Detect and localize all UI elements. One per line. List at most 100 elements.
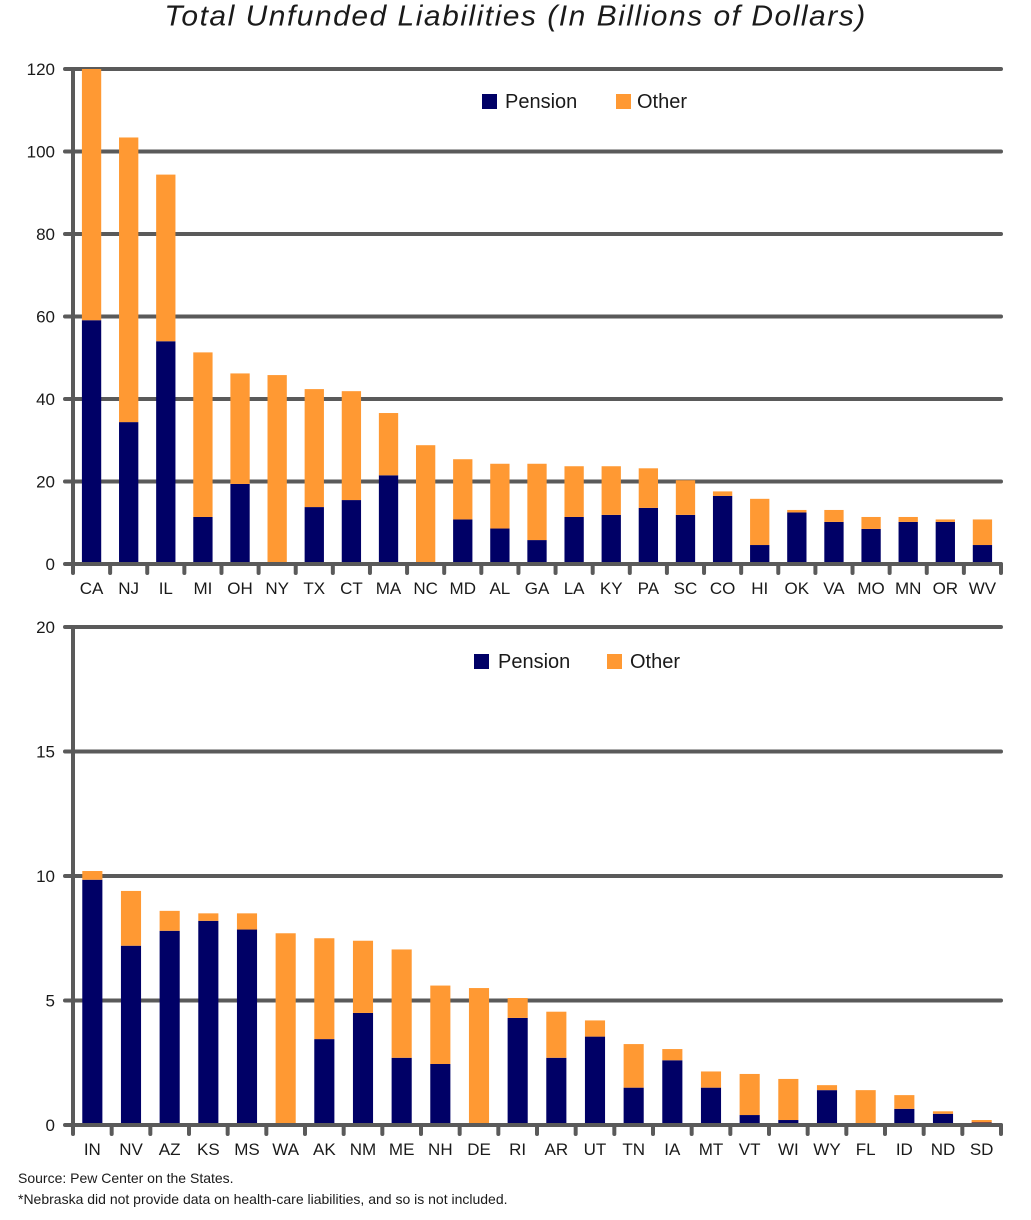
- legend-label-other: Other: [630, 651, 680, 673]
- y-tick-label: 100: [27, 143, 55, 162]
- bar-pension-SC: [675, 514, 696, 564]
- x-tick-label: WA: [272, 1140, 299, 1159]
- bar-pension-CT: [341, 500, 362, 564]
- y-tick-label: 20: [36, 618, 55, 637]
- legend-swatch-other: [607, 654, 622, 669]
- x-tick-label: DE: [467, 1140, 491, 1159]
- y-tick-labels: 0 20 40 60 80 100 120: [27, 60, 55, 574]
- bar-pension-CO: [712, 495, 733, 564]
- bar-other-WV: [972, 519, 993, 546]
- bar-pension-MS: [236, 929, 258, 1125]
- footnote: *Nebraska did not provide data on health…: [18, 1191, 508, 1207]
- bar-other-OH: [230, 373, 250, 484]
- bar-other-WY: [816, 1085, 838, 1091]
- x-tick-label: NY: [265, 579, 289, 598]
- x-tick-label: GA: [525, 579, 550, 598]
- x-tick-label: IN: [84, 1140, 101, 1159]
- bar-pension-AR: [546, 1057, 567, 1125]
- x-tick-label: TX: [303, 579, 325, 598]
- bar-pension-NV: [120, 945, 142, 1125]
- x-tick-label: OH: [227, 579, 253, 598]
- bar-other-PA: [638, 468, 659, 508]
- bar-other-MI: [193, 352, 213, 517]
- x-tick-label: MS: [234, 1140, 260, 1159]
- bar-other-NH: [430, 985, 451, 1064]
- bar-pension-VT: [739, 1115, 760, 1125]
- x-tick-label: VA: [823, 579, 845, 598]
- legend-swatch-other: [616, 94, 631, 109]
- y-tick-label: 5: [46, 992, 55, 1011]
- bar-pension-KY: [601, 514, 621, 564]
- y-tick-label: 15: [36, 743, 55, 762]
- x-tick-label: KY: [600, 579, 623, 598]
- bar-other-IA: [662, 1049, 683, 1061]
- bar-other-KS: [198, 913, 219, 921]
- gridlines: [63, 67, 1003, 484]
- bar-pension-RI: [507, 1017, 528, 1125]
- legend-swatch-pension: [482, 94, 497, 109]
- bar-other-ME: [391, 949, 412, 1058]
- x-tick-label: IA: [664, 1140, 681, 1159]
- bar-other-TN: [623, 1044, 644, 1088]
- x-tick-labels: IN NV AZ KS MS WA AK NM ME NH DE RI AR UT TN IA MT VT WI WY…: [84, 1140, 994, 1159]
- x-tick-label: ID: [896, 1140, 913, 1159]
- bar-other-MN: [898, 516, 918, 522]
- bar-pension-ME: [391, 1057, 412, 1125]
- bar-other-AZ: [159, 910, 180, 931]
- bar-other-NJ: [119, 137, 139, 423]
- bar-other-IN: [82, 871, 103, 880]
- bars: [82, 871, 992, 1125]
- x-tick-label: NV: [119, 1140, 143, 1159]
- chart-top: 0 20 40 60 80 100 120 CA NJ IL MI OH NY TX CT MA NC MD AL…: [27, 60, 1003, 598]
- y-tick-label: 0: [46, 555, 55, 574]
- bar-pension-IA: [662, 1060, 683, 1125]
- bars: [81, 69, 993, 564]
- bar-pension-WI: [778, 1120, 799, 1125]
- bar-pension-IN: [82, 879, 103, 1125]
- bar-other-NM: [352, 940, 374, 1013]
- bar-pension-UT: [584, 1036, 606, 1125]
- x-tick-label: IL: [159, 579, 173, 598]
- x-tick-label: RI: [509, 1140, 526, 1159]
- x-tick-label: AK: [313, 1140, 336, 1159]
- source-note: Source: Pew Center on the States.: [18, 1170, 234, 1186]
- bar-other-DE: [468, 988, 490, 1125]
- x-tick-label: MI: [193, 579, 212, 598]
- bar-other-ND: [932, 1111, 954, 1114]
- x-tick-label: MN: [895, 579, 921, 598]
- bar-pension-AK: [314, 1039, 335, 1125]
- bar-pension-OR: [935, 521, 955, 564]
- x-tick-label: KS: [197, 1140, 220, 1159]
- x-tick-label: NM: [350, 1140, 376, 1159]
- y-tick-label: 40: [36, 390, 55, 409]
- bar-pension-CA: [81, 320, 102, 564]
- bar-pension-KS: [198, 920, 219, 1125]
- legend-label-pension: Pension: [505, 91, 577, 113]
- bar-other-AL: [490, 463, 510, 529]
- x-tick-label: WI: [778, 1140, 799, 1159]
- x-tick-label: PA: [638, 579, 660, 598]
- bar-pension-MI: [193, 516, 213, 564]
- bar-other-MO: [861, 516, 881, 529]
- x-tick-label: LA: [564, 579, 585, 598]
- x-tick-label: WY: [813, 1140, 840, 1159]
- x-tick-label: CT: [340, 579, 363, 598]
- bar-other-CT: [341, 391, 362, 501]
- bar-pension-MA: [378, 475, 399, 564]
- y-tick-label: 10: [36, 867, 55, 886]
- bar-other-OR: [935, 519, 955, 522]
- axes: [63, 69, 1003, 575]
- y-tick-label: 0: [46, 1116, 55, 1135]
- bar-pension-MD: [453, 519, 473, 564]
- bar-pension-AL: [490, 528, 510, 564]
- x-tick-label: MO: [857, 579, 884, 598]
- x-tick-label: TN: [622, 1140, 645, 1159]
- chart-title: Total Unfunded Liabilities (In Billions …: [164, 0, 867, 33]
- bar-other-MA: [378, 413, 399, 476]
- bar-other-SD: [971, 1120, 992, 1123]
- bar-other-TX: [304, 389, 324, 508]
- bar-other-NY: [267, 375, 287, 564]
- bar-pension-TN: [623, 1087, 644, 1125]
- x-tick-label: NJ: [118, 579, 139, 598]
